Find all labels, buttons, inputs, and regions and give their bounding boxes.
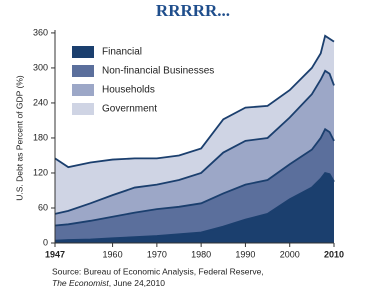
x-tick-label: 2010 <box>324 249 344 259</box>
x-tick-label: 1980 <box>191 249 211 259</box>
x-tick-label: 1990 <box>235 249 255 259</box>
source-italic: The Economist <box>52 278 109 288</box>
source: Source: Bureau of Economic Analysis, Fed… <box>52 266 264 276</box>
y-tick-label: 300 <box>33 62 48 72</box>
y-tick-label: 360 <box>33 27 48 37</box>
y-tick-label: 60 <box>38 202 48 212</box>
chart-title: RRRRR... <box>156 1 230 20</box>
x-tick-label: 2000 <box>280 249 300 259</box>
area <box>55 172 334 243</box>
area-edge <box>54 34 335 169</box>
source: , June 24,2010 <box>109 278 166 288</box>
legend-swatch <box>72 103 94 115</box>
area-edge <box>54 171 335 242</box>
legend-swatch <box>72 65 94 77</box>
legend-label: Financial <box>102 47 142 58</box>
x-tick-label: 1947 <box>45 249 65 259</box>
x-tick-label: 1960 <box>103 249 123 259</box>
legend-swatch <box>72 46 94 58</box>
y-tick-label: 240 <box>33 97 48 107</box>
area-edge <box>54 127 335 227</box>
area <box>55 129 334 241</box>
legend-swatch <box>72 84 94 96</box>
legend-label: Non-financial Businesses <box>102 66 214 77</box>
area <box>55 35 334 214</box>
y-axis-label: U.S. Debt as Percent of GDP (%) <box>14 75 24 201</box>
area <box>55 70 334 226</box>
legend-label: Government <box>102 104 157 115</box>
source: The Economist, June 24,2010 <box>52 278 165 288</box>
legend-label: Households <box>102 85 155 96</box>
x-tick-label: 1970 <box>147 249 167 259</box>
area-edge <box>54 69 335 215</box>
y-tick-label: 120 <box>33 167 48 177</box>
y-tick-label: 0 <box>43 237 48 247</box>
y-tick-label: 180 <box>33 132 48 142</box>
